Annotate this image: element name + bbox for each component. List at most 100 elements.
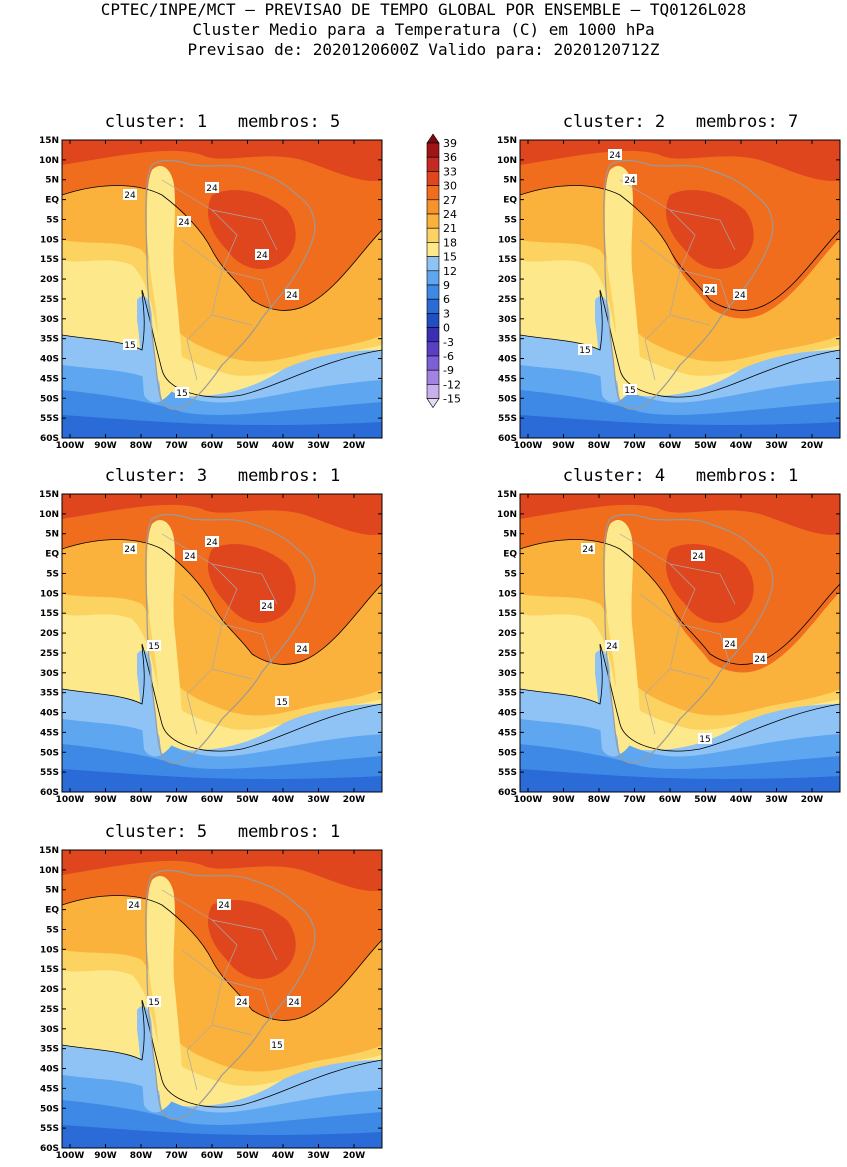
lat-tick-label: 60S [498, 788, 517, 798]
contour-label-bg [177, 216, 191, 227]
lat-tick-label: 35S [498, 689, 517, 699]
colorbar-segment [426, 298, 440, 314]
country-border [619, 179, 696, 271]
lat-tick-label: 10S [40, 235, 59, 245]
temperature-field-region [62, 769, 382, 792]
lat-tick-label: 5N [503, 530, 517, 540]
temperature-field-region [137, 1006, 162, 1113]
colorbar-level-label: 33 [443, 165, 457, 178]
contour-label: 24 [206, 538, 218, 548]
colorbar-segment [426, 156, 440, 172]
contour-label: 24 [624, 176, 636, 186]
temperature-field-region [595, 650, 620, 757]
contour-label: 24 [724, 640, 736, 650]
colorbar-level-label: 6 [443, 293, 450, 306]
lat-tick-label: 40S [40, 355, 59, 365]
country-border [181, 593, 223, 695]
lat-tick-label: 25S [498, 295, 517, 305]
colorbar-segment [426, 284, 440, 300]
lon-tick-label: 90W [94, 1151, 117, 1161]
lat-tick-label: 55S [40, 768, 59, 778]
contour-label: 24 [606, 642, 618, 652]
country-border [669, 314, 711, 326]
contour-24 [62, 895, 382, 1021]
lon-tick-label: 70W [623, 795, 646, 805]
lon-tick-label: 40W [272, 1151, 295, 1161]
country-border [211, 668, 253, 680]
contour-label: 24 [124, 545, 136, 555]
contour-label: 24 [704, 286, 716, 296]
temperature-field-region [605, 165, 640, 400]
temperature-field-region [207, 900, 296, 980]
temperature-field-region [520, 769, 840, 792]
country-border [161, 533, 238, 625]
map-panel-3: cluster: 3 membros: 1 15N 10N 5N EQ 5S 10S 15S 2… [0, 466, 385, 805]
lat-tick-label: 60S [498, 434, 517, 444]
lat-tick-label: 25S [40, 649, 59, 659]
lat-tick-label: 10S [40, 945, 59, 955]
contour-label-bg [753, 653, 767, 664]
lat-tick-label: 35S [40, 335, 59, 345]
contour-label-bg [147, 996, 161, 1007]
contour-label: 24 [128, 901, 140, 911]
lon-tick-label: 80W [130, 441, 153, 451]
lat-tick-label: 55S [40, 1124, 59, 1134]
lat-tick-label: 55S [498, 768, 517, 778]
colorbar-segment [426, 142, 440, 158]
lat-tick-label: 5S [46, 215, 59, 225]
lon-tick-label: 30W [765, 441, 788, 451]
lat-tick-label: 25S [40, 295, 59, 305]
lat-tick-label: 5S [46, 569, 59, 579]
lat-tick-label: 50S [40, 394, 59, 404]
contour-label-bg [127, 899, 141, 910]
lat-tick-label: 20S [40, 629, 59, 639]
contour-label-bg [733, 289, 747, 300]
lon-tick-label: 90W [94, 795, 117, 805]
colorbar-segment [426, 355, 440, 371]
colorbar-segment [426, 270, 440, 286]
lat-tick-label: 20S [40, 985, 59, 995]
country-border [211, 314, 253, 326]
colorbar-level-label: -6 [443, 350, 454, 363]
contour-label-bg [270, 1039, 284, 1050]
lat-tick-label: 55S [498, 414, 517, 424]
map-panel-1: cluster: 1 membros: 5 15N 10N 5N EQ 5S 10S 15S 2… [0, 112, 385, 451]
temperature-field-region [520, 415, 840, 438]
lat-tick-label: EQ [503, 550, 517, 560]
colorbar-level-label: -15 [443, 393, 461, 406]
lat-tick-label: 35S [40, 1045, 59, 1055]
lat-tick-label: 35S [40, 689, 59, 699]
lon-tick-label: 40W [730, 441, 753, 451]
lon-tick-label: 90W [552, 441, 575, 451]
lon-tick-label: 20W [343, 441, 366, 451]
coastline [145, 159, 316, 410]
contour-label: 15 [579, 346, 590, 356]
lat-tick-label: 5N [45, 176, 59, 186]
contour-label: 24 [256, 251, 268, 261]
temperature-field-region [207, 190, 296, 270]
country-border [221, 623, 273, 665]
temperature-field-region [137, 650, 162, 757]
map-frame [519, 493, 841, 793]
temperature-field-region [605, 519, 640, 754]
contour-label: 15 [176, 389, 187, 399]
country-border [211, 563, 278, 605]
lon-tick-label: 30W [307, 441, 330, 451]
country-border [221, 269, 273, 311]
lat-tick-label: 10N [39, 156, 59, 166]
contour-label: 24 [582, 545, 594, 555]
country-border [679, 623, 731, 665]
lat-tick-label: 5N [45, 530, 59, 540]
contour-15 [520, 643, 840, 752]
coastline [145, 869, 316, 1120]
lon-tick-label: 100W [514, 441, 543, 451]
temperature-field-region [62, 1125, 382, 1148]
colorbar-level-label: 9 [443, 279, 450, 292]
lat-tick-label: 20S [40, 275, 59, 285]
lat-tick-label: 55S [40, 414, 59, 424]
lon-tick-label: 20W [801, 441, 824, 451]
contour-15 [520, 289, 840, 398]
colorbar: 39 36 33 30 27 24 21 18 15 12 9 6 3 0 -3 -6 -9 -12 -15 [422, 133, 482, 443]
lon-tick-label: 70W [623, 441, 646, 451]
